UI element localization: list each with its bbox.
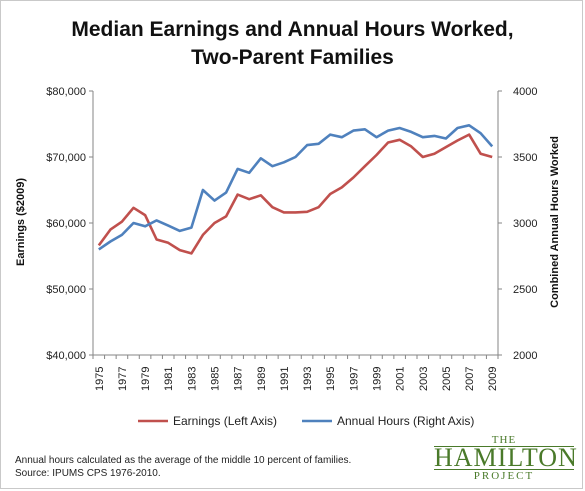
x-axis-tick-label: 1977 (117, 367, 129, 391)
x-axis-tick-label: 2005 (441, 367, 453, 391)
right-axis-tick-label: 2000 (513, 350, 537, 362)
chart-title-line2: Two-Parent Families (191, 46, 394, 69)
x-axis-tick-label: 1983 (186, 367, 198, 391)
x-axis-tick-label: 2009 (487, 367, 499, 391)
x-axis-tick-label: 2001 (395, 367, 407, 391)
chart-title: Median Earnings and Annual Hours Worked,… (0, 16, 585, 72)
x-axis-tick-label: 1981 (163, 367, 175, 391)
x-axis-tick-label: 1987 (233, 367, 245, 391)
legend-hours-label: Annual Hours (Right Axis) (337, 414, 474, 428)
x-axis-tick-label: 2003 (418, 367, 430, 391)
x-axis-tick-label: 1997 (348, 367, 360, 391)
logo-project: PROJECT (473, 470, 535, 482)
right-axis-tick-label: 3500 (513, 152, 537, 164)
logo-the: THE (491, 434, 517, 446)
x-axis-tick-label: 1975 (94, 367, 106, 391)
footnote: Annual hours calculated as the average o… (15, 454, 351, 480)
hours-series-line (98, 124, 494, 251)
left-axis-tick-label: $60,000 (46, 218, 86, 230)
footnote-source: Source: IPUMS CPS 1976-2010. (15, 468, 161, 479)
x-axis-tick-label: 1993 (302, 367, 314, 391)
x-axis-tick-label: 2007 (464, 367, 476, 391)
left-axis-tick-label: $40,000 (46, 350, 86, 362)
x-axis-tick-label: 1991 (279, 367, 291, 391)
left-axis-tick-label: $50,000 (46, 284, 86, 296)
left-axis-tick-label: $70,000 (46, 152, 86, 164)
x-axis-tick-label: 1989 (256, 367, 268, 391)
x-axis-tick-label: 1999 (372, 367, 384, 391)
left-axis-tick-label: $80,000 (46, 86, 86, 98)
legend-earnings-label: Earnings (Left Axis) (173, 414, 277, 428)
chart-title-line1: Median Earnings and Annual Hours Worked, (71, 18, 514, 41)
right-axis-tick-label: 2500 (513, 284, 537, 296)
x-axis-tick-label: 1995 (325, 367, 337, 391)
hamilton-project-logo: THE HAMILTON PROJECT (434, 434, 578, 484)
right-axis-tick-label: 3000 (513, 218, 537, 230)
earnings-series-line (97, 133, 493, 255)
x-axis-tick-label: 1979 (140, 367, 152, 391)
left-axis-title: Earnings ($2009) (15, 178, 27, 266)
x-axis-tick-label: 1985 (210, 367, 222, 391)
right-axis-tick-label: 4000 (513, 86, 537, 98)
logo-name: HAMILTON (434, 443, 578, 472)
right-axis-title: Combined Annual Hours Worked (549, 136, 561, 308)
footnote-method: Annual hours calculated as the average o… (15, 455, 352, 466)
